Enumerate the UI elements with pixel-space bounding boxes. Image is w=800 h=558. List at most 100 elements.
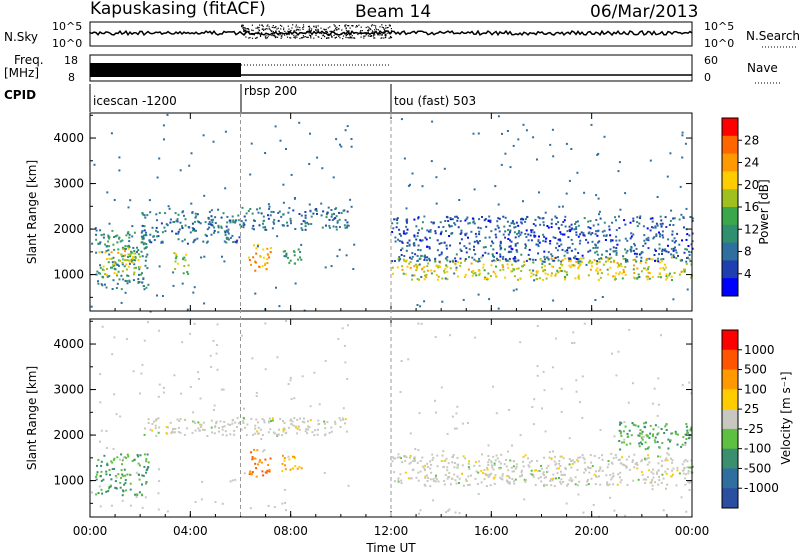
- heatmap-cell: [557, 238, 560, 241]
- noise-search-point: [354, 37, 356, 39]
- heatmap-cell: [581, 375, 584, 378]
- heatmap-cell: [242, 226, 245, 229]
- heatmap-cell: [132, 279, 135, 282]
- noise-search-point: [309, 29, 311, 31]
- heatmap-cell: [598, 456, 601, 459]
- heatmap-cell: [575, 228, 578, 230]
- heatmap-cell: [162, 391, 165, 394]
- colorbar-swatch: [722, 369, 738, 390]
- noise-search-point: [351, 35, 353, 37]
- heatmap-cell: [691, 217, 694, 220]
- heatmap-cell: [579, 260, 582, 263]
- heatmap-cell: [193, 220, 196, 223]
- heatmap-cell: [298, 465, 301, 468]
- heatmap-cell: [671, 239, 674, 242]
- heatmap-cell: [645, 434, 648, 437]
- heatmap-cell: [524, 247, 527, 250]
- heatmap-cell: [294, 262, 297, 265]
- heatmap-cell: [515, 249, 518, 252]
- heatmap-cell: [577, 274, 580, 277]
- heatmap-cell: [671, 233, 674, 236]
- heatmap-cell: [445, 247, 448, 250]
- heatmap-cell: [267, 421, 270, 424]
- noise-search-point: [278, 30, 280, 32]
- heatmap-cell: [505, 459, 507, 461]
- heatmap-cell: [515, 463, 518, 466]
- heatmap-cell: [690, 392, 693, 395]
- heatmap-cell: [622, 430, 625, 433]
- heatmap-cell: [499, 476, 502, 479]
- heatmap-cell: [630, 245, 633, 248]
- heatmap-cell: [487, 220, 490, 222]
- heatmap-cell: [649, 424, 652, 427]
- heatmap-cell: [125, 456, 127, 459]
- heatmap-cell: [324, 427, 327, 430]
- heatmap-cell: [507, 475, 510, 478]
- heatmap-cell: [661, 442, 664, 444]
- heatmap-cell: [690, 276, 693, 279]
- heatmap-cell: [437, 266, 440, 269]
- heatmap-cell: [614, 453, 617, 456]
- heatmap-cell: [242, 416, 245, 419]
- heatmap-cell: [444, 267, 447, 270]
- heatmap-cell: [564, 278, 566, 281]
- noise-search-point: [318, 36, 320, 38]
- heatmap-cell: [546, 470, 549, 473]
- heatmap-cell: [520, 471, 523, 474]
- heatmap-cell: [574, 476, 577, 479]
- heatmap-cell: [570, 466, 573, 469]
- heatmap-cell: [465, 218, 468, 220]
- heatmap-cell: [523, 264, 526, 266]
- heatmap-cell: [126, 453, 129, 456]
- heatmap-cell: [426, 229, 429, 232]
- heatmap-cell: [574, 483, 577, 486]
- heatmap-cell: [155, 418, 158, 421]
- heatmap-cell: [612, 472, 615, 475]
- heatmap-cell: [257, 426, 260, 429]
- heatmap-cell: [443, 269, 446, 272]
- heatmap-cell: [396, 266, 399, 269]
- heatmap-cell: [245, 434, 248, 437]
- heatmap-cell: [633, 272, 636, 274]
- heatmap-cell: [487, 272, 490, 275]
- heatmap-cell: [125, 268, 128, 271]
- heatmap-cell: [112, 256, 115, 259]
- heatmap-cell: [108, 236, 111, 239]
- heatmap-cell: [681, 156, 684, 159]
- noise-search-point: [325, 31, 327, 33]
- heatmap-cell: [194, 238, 197, 241]
- heatmap-cell: [141, 483, 143, 486]
- heatmap-cell: [435, 478, 438, 481]
- heatmap-cell: [155, 226, 158, 229]
- heatmap-cell: [149, 240, 152, 243]
- heatmap-cell: [673, 217, 676, 220]
- heatmap-cell: [160, 222, 163, 225]
- heatmap-cell: [672, 254, 675, 257]
- heatmap-cell: [182, 258, 185, 261]
- heatmap-cell: [598, 213, 600, 216]
- heatmap-cell: [505, 465, 508, 468]
- heatmap-cell: [104, 273, 107, 276]
- heatmap-cell: [654, 225, 657, 228]
- heatmap-cell: [226, 221, 229, 224]
- heatmap-cell: [619, 421, 622, 424]
- heatmap-cell: [231, 419, 234, 422]
- heatmap-cell: [437, 264, 440, 267]
- noise-search-point: [241, 24, 243, 26]
- noise-search-point: [315, 29, 317, 32]
- heatmap-cell: [404, 459, 407, 462]
- heatmap-cell: [121, 246, 124, 249]
- heatmap-cell: [401, 247, 404, 250]
- heatmap-cell: [678, 273, 681, 276]
- heatmap-cell: [411, 274, 414, 277]
- heatmap-cell: [395, 218, 398, 221]
- heatmap-cell: [688, 254, 691, 256]
- heatmap-cell: [578, 480, 581, 483]
- heatmap-cell: [172, 428, 175, 431]
- heatmap-cell: [427, 477, 430, 479]
- heatmap-cell: [144, 259, 147, 262]
- heatmap-cell: [455, 268, 458, 271]
- heatmap-cell: [434, 399, 436, 402]
- heatmap-cell: [114, 474, 117, 477]
- heatmap-cell: [217, 224, 220, 227]
